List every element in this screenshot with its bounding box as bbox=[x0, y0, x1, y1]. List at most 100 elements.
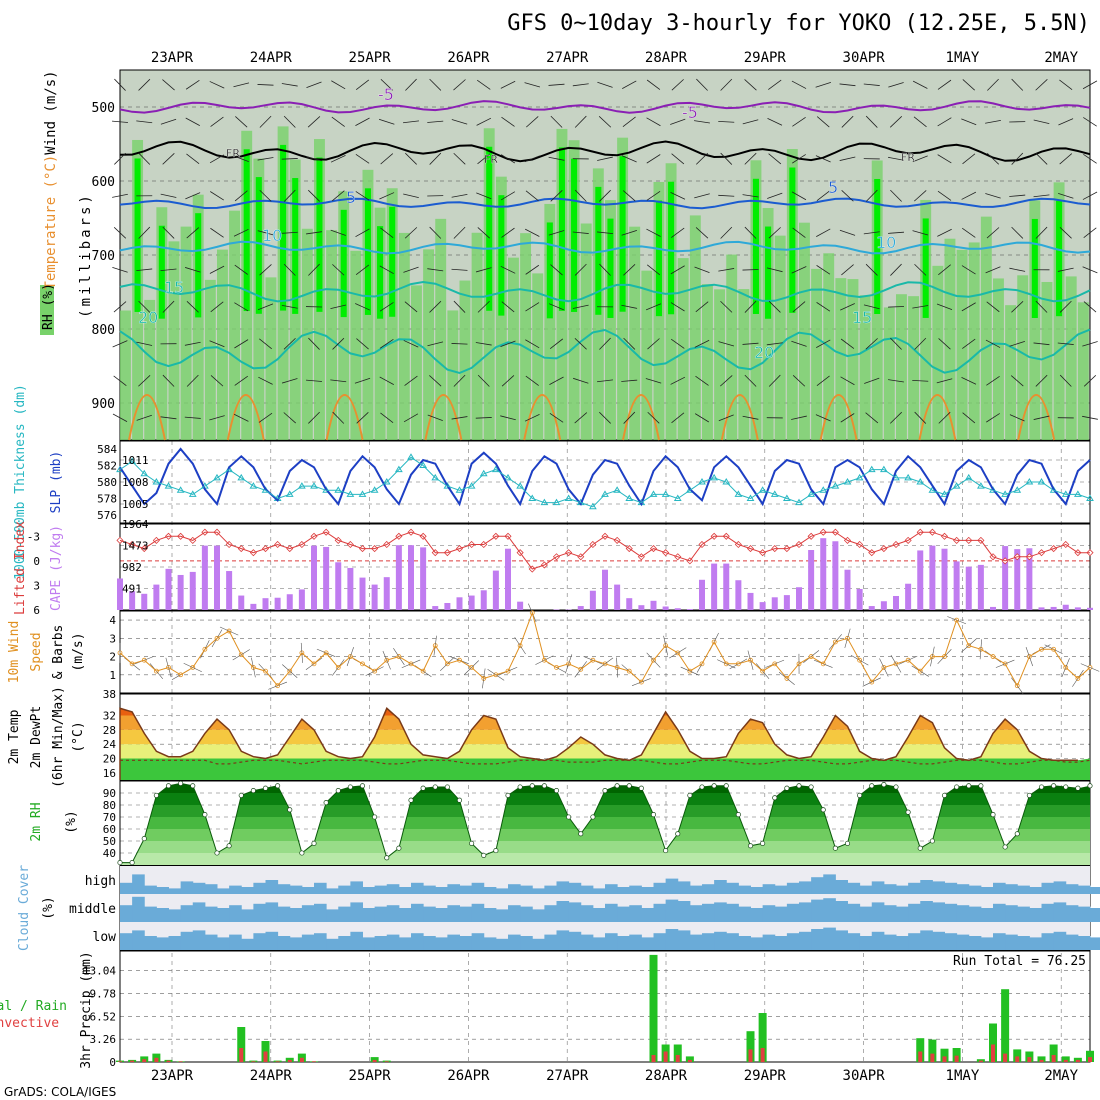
rh-column bbox=[168, 241, 180, 440]
cloud-bar bbox=[423, 936, 436, 950]
wind-barb bbox=[427, 341, 444, 347]
cloud-bar bbox=[144, 906, 157, 922]
cloud-bar bbox=[556, 901, 570, 922]
wind-barb bbox=[937, 154, 952, 164]
rh-column bbox=[423, 249, 435, 440]
wind-barb bbox=[671, 412, 685, 424]
wind-barb bbox=[186, 374, 199, 387]
wind-barb bbox=[792, 301, 806, 313]
wind-barb bbox=[695, 375, 709, 386]
thickness-tick: 580 bbox=[97, 476, 117, 489]
cloud-bar bbox=[483, 908, 497, 922]
thickness-line bbox=[119, 456, 1091, 508]
temp-label: (°C) bbox=[71, 721, 86, 752]
wind-barb bbox=[986, 375, 1000, 386]
wind-barb bbox=[429, 226, 442, 239]
rh-point bbox=[941, 792, 948, 798]
wind-barb bbox=[768, 79, 782, 90]
top-date-tick: 1MAY bbox=[946, 50, 980, 66]
rh-point bbox=[1014, 831, 1020, 837]
cloud-bar bbox=[714, 880, 727, 894]
rh-point bbox=[408, 797, 414, 803]
li-line bbox=[119, 531, 1090, 570]
temp-tick: 32 bbox=[103, 710, 116, 723]
wind-barb bbox=[138, 375, 151, 387]
rh-core bbox=[158, 225, 165, 319]
wind-tick: 3 bbox=[109, 632, 116, 645]
wind-barb bbox=[815, 155, 831, 163]
cloud-bar bbox=[180, 931, 194, 950]
cloud-bar bbox=[508, 934, 521, 950]
cape-bar bbox=[371, 584, 378, 610]
wind-barb bbox=[548, 303, 565, 311]
cloud-bar bbox=[714, 902, 727, 922]
wind-barb bbox=[453, 300, 466, 313]
rh-column bbox=[532, 273, 544, 440]
cape-bar bbox=[298, 589, 305, 610]
chart-title: GFS 0~10day 3-hourly for YOKO (12.25E, 5… bbox=[507, 11, 1090, 36]
wind-barb bbox=[475, 342, 492, 346]
wind-barb bbox=[429, 78, 442, 91]
cloud-bar bbox=[968, 936, 982, 950]
cloud-bar bbox=[314, 903, 327, 922]
run-total: Run Total = 76.25 bbox=[953, 954, 1086, 969]
thickness-point bbox=[431, 473, 440, 481]
wind-barb bbox=[1035, 226, 1048, 239]
top-date-tick: 28APR bbox=[645, 50, 688, 66]
wind-barb bbox=[888, 379, 904, 383]
precip-conv-bar bbox=[251, 1061, 256, 1062]
wind-barb bbox=[209, 340, 225, 348]
cloud-bar bbox=[120, 905, 133, 922]
wind-barb bbox=[645, 303, 662, 311]
cloud-bar bbox=[132, 874, 145, 894]
contour-label: 5 bbox=[828, 178, 838, 197]
rh-core bbox=[134, 158, 141, 312]
wind-barb bbox=[986, 152, 1000, 165]
wind-barb bbox=[308, 263, 320, 276]
cloud-bar bbox=[689, 934, 703, 950]
cloud-bar bbox=[702, 884, 715, 894]
rh-column bbox=[374, 207, 386, 440]
cape-bar bbox=[650, 600, 657, 610]
wind-barb bbox=[816, 375, 830, 387]
rh-core bbox=[292, 178, 299, 314]
rh-column bbox=[544, 203, 556, 440]
wind-barb bbox=[1058, 118, 1074, 126]
rh-column bbox=[447, 310, 459, 440]
wind-barb bbox=[403, 193, 419, 199]
wind-barb bbox=[720, 78, 733, 91]
wind-barb bbox=[162, 374, 175, 387]
precip-conv-bar bbox=[687, 1059, 692, 1062]
top-date-tick: 25APR bbox=[349, 50, 392, 66]
y-tick-label: 600 bbox=[92, 175, 115, 190]
cloud-bar bbox=[738, 885, 751, 894]
wind-barb bbox=[453, 374, 466, 387]
temp-contour bbox=[119, 240, 1091, 255]
cloud-bar bbox=[435, 908, 448, 922]
rh-point bbox=[735, 812, 741, 818]
precip-conv-bar bbox=[1027, 1057, 1032, 1062]
temp-tick: 28 bbox=[103, 724, 116, 737]
wind-barb bbox=[936, 378, 953, 384]
wind-barb bbox=[356, 338, 369, 350]
cloud-bar bbox=[435, 937, 448, 950]
precip-total-bar bbox=[952, 1048, 961, 1062]
wind-barb bbox=[184, 341, 201, 346]
rh-point bbox=[178, 780, 184, 786]
cape-bar bbox=[674, 608, 681, 610]
contour-label: 10 bbox=[262, 226, 282, 245]
rh-core bbox=[195, 213, 202, 318]
wind-barb bbox=[646, 79, 661, 90]
wind-barb bbox=[331, 80, 346, 90]
cloud-bar bbox=[180, 905, 194, 922]
cloud-bar bbox=[580, 885, 594, 894]
wind-barb bbox=[889, 115, 903, 128]
li-point bbox=[116, 536, 124, 544]
rh-core bbox=[571, 158, 578, 312]
rh-point bbox=[796, 783, 802, 789]
precip-tick: 3.26 bbox=[90, 1033, 117, 1046]
rh-column bbox=[508, 257, 519, 440]
wind-barb bbox=[162, 300, 175, 313]
cloud-bar bbox=[301, 934, 315, 950]
cloud-bar bbox=[1065, 934, 1079, 950]
